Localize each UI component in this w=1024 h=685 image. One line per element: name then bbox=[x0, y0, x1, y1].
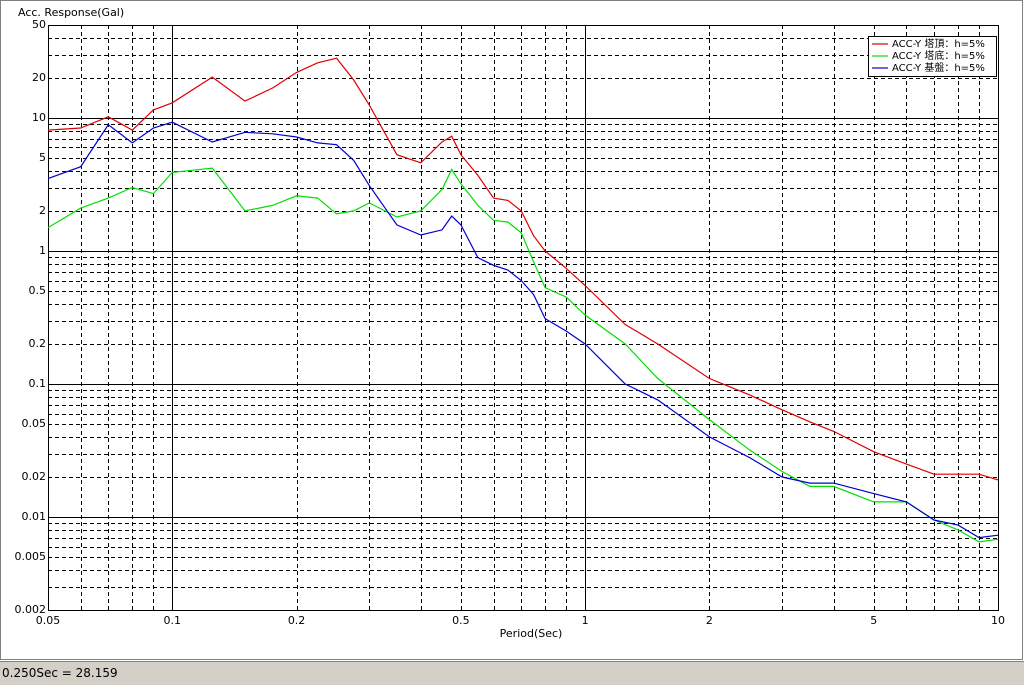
y-tick-label: 0.005 bbox=[15, 550, 47, 563]
y-tick-label: 20 bbox=[32, 71, 46, 84]
y-tick-label: 0.5 bbox=[29, 284, 47, 297]
legend-label: ACC-Y 塔底：h=5% bbox=[892, 49, 985, 62]
y-tick-label: 0.2 bbox=[29, 337, 47, 350]
x-tick-label: 0.1 bbox=[164, 614, 182, 627]
x-tick-label: 0.05 bbox=[36, 614, 61, 627]
legend-label: ACC-Y 塔頂：h=5% bbox=[892, 37, 985, 50]
y-tick-label: 2 bbox=[39, 204, 46, 217]
y-tick-label: 0.01 bbox=[22, 510, 47, 523]
y-tick-label: 50 bbox=[32, 18, 46, 31]
y-tick-label: 5 bbox=[39, 151, 46, 164]
chart: Acc. Response(Gal) Period(Sec) 0.05 0.1 0.… bbox=[0, 0, 1023, 660]
plot-border bbox=[48, 25, 999, 611]
x-axis-label: Period(Sec) bbox=[500, 627, 563, 640]
x-tick-label: 1 bbox=[582, 614, 589, 627]
y-tick-label: 0.05 bbox=[22, 417, 47, 430]
legend-label: ACC-Y 基盤：h=5% bbox=[892, 61, 985, 74]
y-tick-label: 0.02 bbox=[22, 470, 47, 483]
y-tick-label: 0.1 bbox=[29, 377, 47, 390]
chart-title: Acc. Response(Gal) bbox=[18, 6, 124, 19]
x-tick-label: 10 bbox=[991, 614, 1005, 627]
x-tick-label: 0.5 bbox=[452, 614, 470, 627]
x-tick-label: 0.2 bbox=[288, 614, 306, 627]
y-tick-label: 1 bbox=[39, 244, 46, 257]
x-tick-label: 5 bbox=[870, 614, 877, 627]
status-bar: 0.250Sec = 28.159 bbox=[0, 661, 1024, 685]
x-tick-label: 2 bbox=[706, 614, 713, 627]
y-tick-label: 10 bbox=[32, 111, 46, 124]
series-line bbox=[47, 121, 999, 539]
legend-box bbox=[868, 36, 997, 77]
series-line bbox=[47, 167, 999, 543]
y-tick-label: 0.002 bbox=[15, 603, 47, 616]
series-line bbox=[47, 57, 999, 481]
frame bbox=[0, 0, 1023, 660]
